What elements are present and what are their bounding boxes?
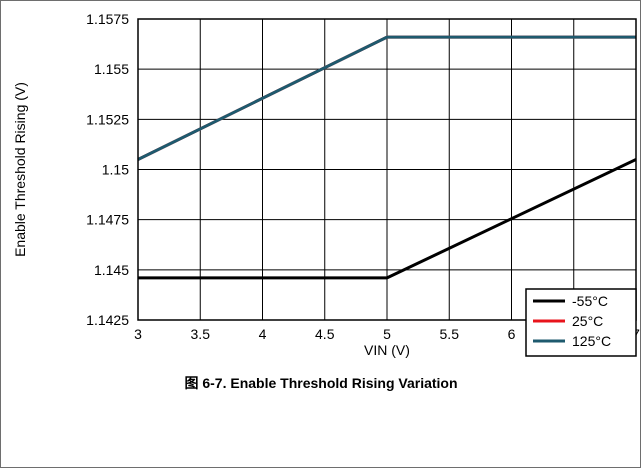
legend-label-1: 25°C: [572, 313, 603, 329]
legend-label-0: -55°C: [572, 293, 608, 309]
y-axis-label: Enable Threshold Rising (V): [12, 82, 28, 257]
x-tick-label: 6: [508, 326, 516, 342]
figure-caption: 图 6-7. Enable Threshold Rising Variation: [184, 375, 457, 391]
x-tick-label: 5: [383, 326, 391, 342]
y-tick-labels: 1.1425 1.145 1.1475 1.15 1.1525 1.155 1.1575: [86, 11, 129, 328]
y-tick-label: 1.1575: [86, 11, 129, 27]
y-tick-label: 1.145: [94, 262, 129, 278]
x-tick-label: 3.5: [191, 326, 211, 342]
x-tick-label: 4: [259, 326, 267, 342]
plot-border: [137, 18, 637, 321]
y-tick-label: 1.1475: [86, 212, 129, 228]
x-tick-label: 4.5: [315, 326, 335, 342]
series-line-0: [138, 158, 637, 280]
x-tick-label: 3: [134, 326, 142, 342]
series-lines: [137, 35, 637, 280]
x-tick-label: 5.5: [440, 326, 460, 342]
series-line-2: [137, 35, 636, 161]
legend: -55°C 25°C 125°C: [525, 288, 637, 357]
x-axis-label: VIN (V): [364, 342, 410, 358]
legend-label-2: 125°C: [572, 333, 611, 349]
y-tick-label: 1.155: [94, 61, 129, 77]
y-tick-label: 1.1425: [86, 312, 129, 328]
y-tick-label: 1.15: [102, 162, 129, 178]
y-tick-label: 1.1525: [86, 111, 129, 127]
grid: [137, 18, 637, 321]
